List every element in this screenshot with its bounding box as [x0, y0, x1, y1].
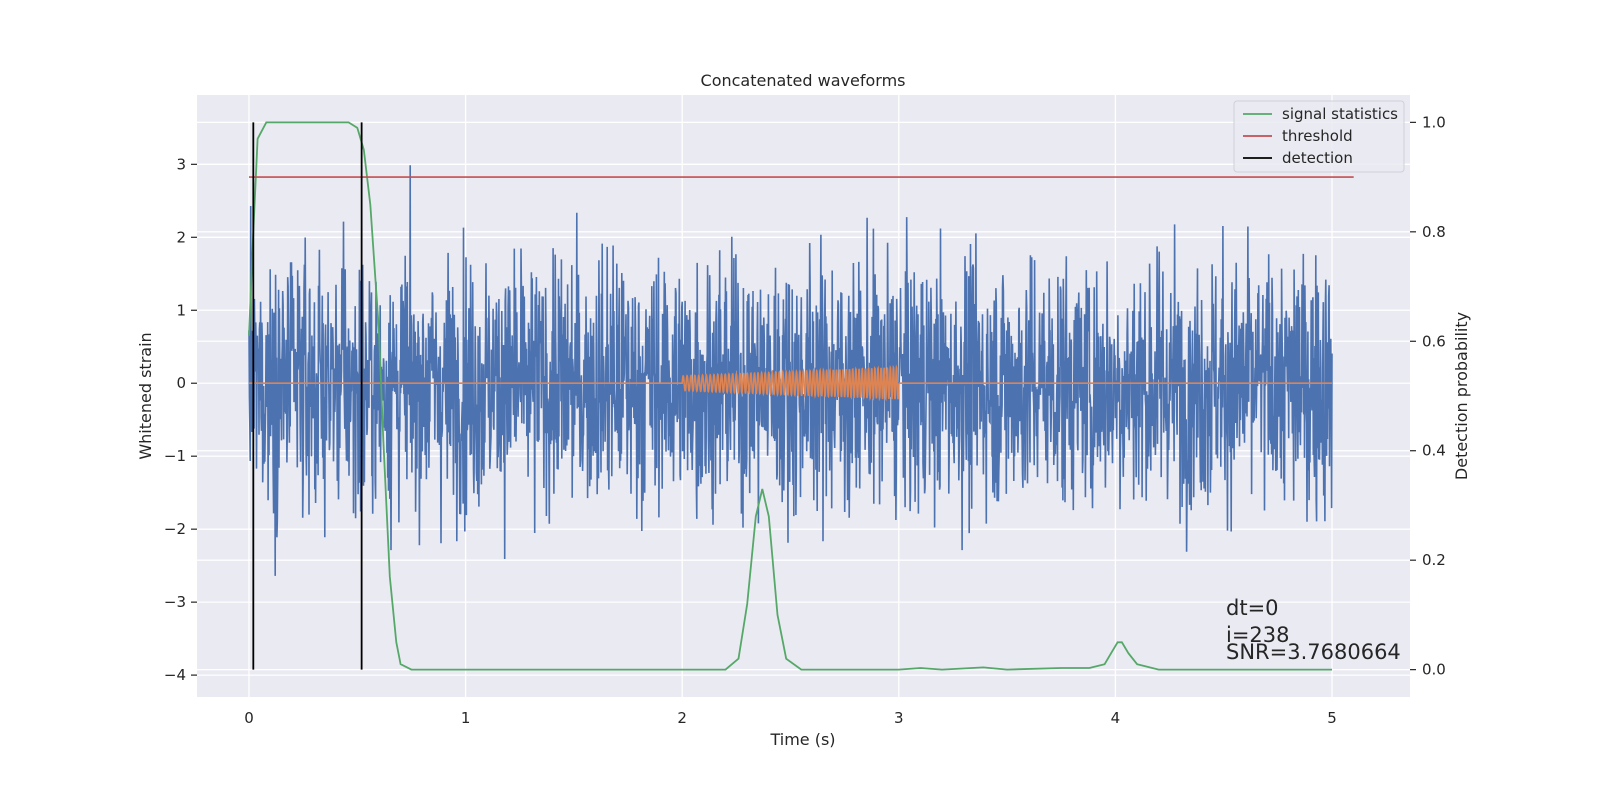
legend-label-1: threshold — [1282, 127, 1353, 145]
y2-tick-label-5: 1.0 — [1422, 113, 1446, 131]
chart-title: Concatenated waveforms — [701, 71, 906, 90]
x-tick-label-2: 2 — [677, 709, 687, 727]
y2-tick-label-2: 0.4 — [1422, 442, 1446, 460]
y2-axis-ticks: 0.0 0.2 0.4 0.6 0.8 1.0 — [1410, 113, 1446, 679]
y2-axis-label: Detection probability — [1452, 312, 1471, 480]
x-tick-label-4: 4 — [1111, 709, 1121, 727]
x-tick-label-5: 5 — [1327, 709, 1337, 727]
series-whitened-strain — [248, 165, 1333, 576]
x-axis-label: Time (s) — [769, 730, 835, 749]
legend: signal statistics threshold detection — [1233, 100, 1405, 173]
y-axis-ticks: −4 −3 −2 −1 0 1 2 3 — [164, 155, 197, 684]
x-tick-label-3: 3 — [894, 709, 904, 727]
x-axis-ticks: 0 1 2 3 4 5 — [244, 709, 1337, 727]
y-axis-label: Whitened strain — [136, 332, 155, 459]
x-tick-label-1: 1 — [461, 709, 471, 727]
y-tick-label-2: −2 — [164, 520, 186, 538]
y-tick-label-3: −1 — [164, 447, 186, 465]
plot-content — [248, 121, 1354, 671]
series-signal-statistics — [248, 121, 1332, 671]
series-detection — [252, 122, 363, 670]
x-tick-label-0: 0 — [244, 709, 254, 727]
y2-tick-label-1: 0.2 — [1422, 551, 1446, 569]
y-tick-label-6: 2 — [176, 228, 186, 246]
y2-tick-label-4: 0.8 — [1422, 223, 1446, 241]
y-tick-label-7: 3 — [176, 155, 186, 173]
annotation-snr: SNR=3.7680664 — [1226, 640, 1401, 664]
y-tick-label-4: 0 — [176, 374, 186, 392]
series-injected-signal — [248, 364, 1333, 402]
legend-label-2: detection — [1282, 149, 1353, 167]
legend-label-0: signal statistics — [1282, 105, 1398, 123]
annotations: dt=0 i=238 SNR=3.7680664 — [1226, 596, 1401, 664]
legend-box — [1233, 100, 1405, 173]
y2-tick-label-0: 0.0 — [1422, 661, 1446, 679]
y2-tick-label-3: 0.6 — [1422, 332, 1446, 350]
y-tick-label-5: 1 — [176, 301, 186, 319]
annotation-index: i=238 — [1226, 623, 1290, 647]
y-tick-label-1: −3 — [164, 593, 186, 611]
y-tick-label-0: −4 — [164, 666, 186, 684]
annotation-dt: dt=0 — [1226, 596, 1279, 620]
